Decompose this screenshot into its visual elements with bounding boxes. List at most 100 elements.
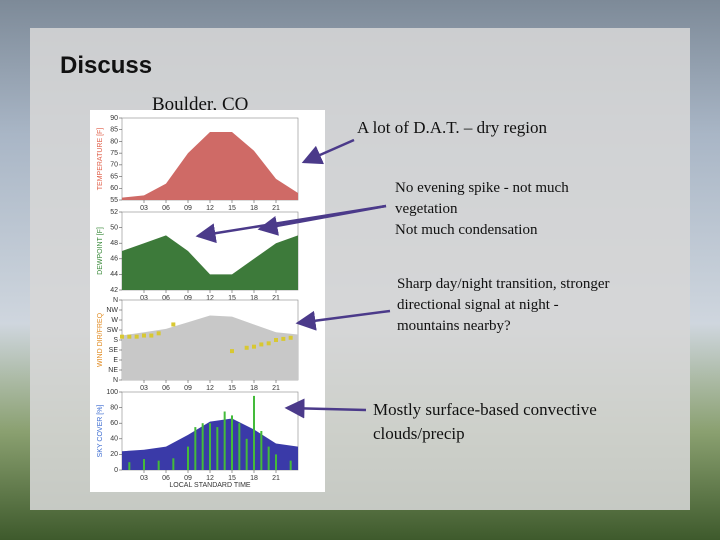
arrow [257,204,387,236]
y-tick-label: 80 [110,138,118,145]
y-tick-label: 75 [110,150,118,157]
y-tick-label: 40 [110,436,118,443]
precip-bar [128,462,131,470]
wind-dot [156,331,161,336]
y-tick-label: S [113,337,118,344]
x-tick-label: 12 [206,295,214,302]
y-tick-label: 90 [110,115,118,122]
y-tick-label: 44 [110,271,118,278]
y-axis-title: SKY COVER [%] [97,405,104,458]
y-tick-label: 100 [106,389,118,396]
y-tick-label: 80 [110,404,118,411]
wind-dot [171,322,176,327]
x-tick-label: 06 [162,205,170,212]
x-tick-label: 03 [140,295,148,302]
annotation-line: Not much condensation [395,222,538,238]
arrow [295,309,391,331]
x-tick-label: 09 [184,295,192,302]
annotation-line: mountains nearby? [397,318,511,334]
y-tick-label: 46 [110,256,118,263]
x-tick-label: 15 [228,475,236,482]
x-tick-label: 15 [228,295,236,302]
precip-bar [275,454,277,470]
y-tick-label: 0 [114,467,118,474]
x-tick-label: 18 [250,295,258,302]
precip-bar [231,415,233,470]
precip-bar [223,411,226,470]
wind-dot [281,336,286,341]
y-tick-label: 42 [110,287,118,294]
x-tick-label: 09 [184,475,192,482]
x-tick-label: 09 [184,385,192,392]
x-tick-label: 18 [250,205,258,212]
precip-bar [194,427,197,470]
y-tick-label: 48 [110,240,118,247]
area [122,132,298,200]
x-axis-title: LOCAL STANDARD TIME [169,482,250,489]
y-tick-label: E [113,357,118,364]
wind-dot [230,349,234,354]
slide-title: Discuss [60,52,152,79]
y-tick-label: 85 [110,127,118,134]
wind-dot [274,338,278,342]
x-tick-label: 03 [140,385,148,392]
precip-bar [157,460,160,470]
wind-dot [142,333,146,338]
precip-bar [253,395,255,470]
y-tick-label: N [113,297,118,304]
wind-dot [149,333,154,338]
x-tick-label: 06 [162,475,170,482]
wind-dot [244,345,249,350]
precip-bar [209,423,211,470]
x-tick-label: 18 [250,475,258,482]
annotation-line: clouds/precip [373,424,465,443]
meteogram: 90 85 80 75 70 65 60 55 03 06 09 12 15 18 21 TEMPERATUR… [97,115,299,489]
annotation-line: vegetation [395,201,458,217]
annotations: A lot of D.A.T. – dry region No evening s… [357,118,609,443]
x-tick-label: 15 [228,385,236,392]
annotation-line: Sharp day/night transition, stronger [397,276,609,292]
x-tick-label: 15 [228,205,236,212]
precip-bar [201,423,204,470]
precip-bar [172,458,175,470]
x-tick-label: 21 [272,205,280,212]
precip-bar [187,446,189,470]
y-tick-label: 52 [110,209,118,216]
wind-dot [134,334,139,339]
subtitle: Boulder, CO [152,94,248,115]
x-tick-label: 12 [206,475,214,482]
y-tick-label: N [113,377,118,384]
annotation-line: directional signal at night - [397,297,559,313]
y-axis-title: DEWPOINT [F] [97,227,104,275]
arrow [284,398,367,419]
precip-bar [143,459,145,470]
y-tick-label: SW [107,327,119,334]
annotation-line: No evening spike - not much [395,180,569,196]
x-tick-label: 21 [272,475,280,482]
y-tick-label: 60 [110,420,118,427]
x-tick-label: 03 [140,475,148,482]
x-tick-label: 21 [272,295,280,302]
y-tick-label: 50 [110,224,118,231]
wind-dot [259,342,264,347]
precip-bar [238,423,241,470]
precip-bar [267,446,270,470]
y-tick-label: 20 [110,451,118,458]
x-tick-label: 12 [206,385,214,392]
precip-bar [289,460,292,470]
x-tick-label: 03 [140,205,148,212]
wind-dot [127,334,132,339]
y-tick-label: NW [106,307,118,314]
x-tick-label: 12 [206,205,214,212]
wind-dot [120,334,124,339]
y-tick-label: SE [109,347,119,354]
x-tick-label: 09 [184,205,192,212]
arrows [195,138,391,419]
y-tick-label: 55 [110,197,118,204]
arrow [301,138,355,165]
y-axis-title: TEMPERATURE [F] [97,128,104,191]
annotation-line: A lot of D.A.T. – dry region [357,118,547,137]
wind-dot [288,335,293,340]
x-tick-label: 21 [272,385,280,392]
